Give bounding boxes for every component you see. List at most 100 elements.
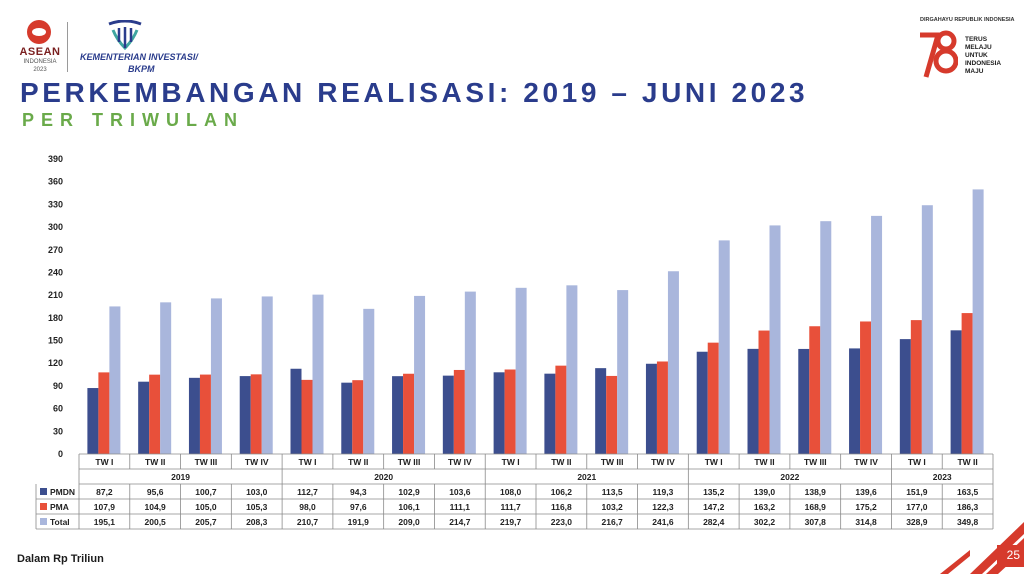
bar-total	[312, 294, 324, 454]
page-number: 25	[1006, 548, 1020, 562]
y-tick-label: 300	[48, 222, 63, 232]
data-value-pmdn: 103,6	[449, 487, 471, 497]
bar-pma	[301, 379, 313, 454]
data-value-total: 314,8	[855, 517, 877, 527]
y-tick-label: 120	[48, 358, 63, 368]
bar-total	[515, 287, 527, 454]
y-tick-label: 240	[48, 267, 63, 277]
data-value-total: 328,9	[906, 517, 928, 527]
bar-total	[769, 225, 781, 454]
bar-pmdn	[798, 348, 810, 454]
data-value-pmdn: 151,9	[906, 487, 928, 497]
y-tick-label: 150	[48, 336, 63, 346]
bar-pma	[758, 330, 770, 454]
bar-pma	[403, 373, 415, 454]
bar-pma	[453, 369, 465, 454]
bar-total	[921, 205, 933, 454]
data-value-pma: 186,3	[957, 502, 979, 512]
bar-pma	[809, 326, 821, 454]
slogan-line: INDONESIA	[965, 60, 1002, 67]
quarter-label: TW I	[705, 457, 723, 467]
y-tick-label: 0	[58, 449, 63, 459]
data-value-total: 349,8	[957, 517, 979, 527]
bar-pmdn	[544, 373, 556, 454]
bar-total	[414, 295, 426, 454]
data-value-total: 208,3	[246, 517, 268, 527]
data-value-total: 195,1	[94, 517, 116, 527]
data-value-pma: 111,1	[450, 502, 471, 512]
data-value-pma: 106,1	[398, 502, 420, 512]
y-tick-label: 390	[48, 154, 63, 164]
data-value-total: 210,7	[297, 517, 319, 527]
data-value-pmdn: 135,2	[703, 487, 725, 497]
data-value-pmdn: 113,5	[602, 487, 623, 497]
data-value-pma: 168,9	[805, 502, 827, 512]
bar-pmdn	[138, 381, 150, 454]
data-value-total: 302,2	[754, 517, 776, 527]
bar-total	[871, 215, 883, 454]
data-value-pma: 163,2	[754, 502, 776, 512]
bar-pma	[250, 374, 262, 454]
data-value-pma: 111,7	[500, 502, 521, 512]
data-value-pmdn: 94,3	[350, 487, 367, 497]
quarter-label: TW II	[551, 457, 571, 467]
bar-total	[363, 308, 375, 454]
data-value-pmdn: 102,9	[398, 487, 420, 497]
realization-bar-chart: 0 30 60 90 120 150 180 210 240 270 300 330 360 390 201…	[35, 154, 994, 530]
quarter-label: TW II	[754, 457, 774, 467]
bar-pmdn	[239, 376, 251, 454]
legend-label-pmdn: PMDN	[50, 487, 75, 497]
ministry-emblem-icon	[108, 20, 142, 50]
bar-total	[566, 285, 578, 454]
bar-pmdn	[747, 348, 759, 454]
anniversary-78-icon	[920, 30, 958, 78]
data-value-total: 219,7	[500, 517, 522, 527]
y-tick-label: 210	[48, 290, 63, 300]
bar-pmdn	[493, 372, 505, 454]
data-value-pmdn: 87,2	[96, 487, 113, 497]
data-value-total: 200,5	[145, 517, 167, 527]
quarter-label: TW I	[95, 457, 113, 467]
page-subtitle: PER TRIWULAN	[22, 110, 244, 130]
bar-pmdn	[290, 368, 302, 454]
legend-label-pma: PMA	[50, 502, 69, 512]
data-value-pma: 103,2	[602, 502, 624, 512]
data-value-total: 241,6	[652, 517, 674, 527]
data-value-total: 307,8	[805, 517, 827, 527]
bar-pmdn	[188, 377, 200, 454]
bar-pmdn	[645, 363, 657, 454]
bar-total	[160, 302, 172, 454]
page-title: PERKEMBANGAN REALISASI: 2019 – JUNI 2023	[20, 77, 809, 108]
data-value-pmdn: 139,0	[754, 487, 776, 497]
bar-pmdn	[442, 375, 454, 454]
legend-label-total: Total	[50, 517, 70, 527]
slogan-line: MELAJU	[965, 44, 992, 51]
year-label: 2020	[374, 472, 393, 482]
bar-total	[718, 240, 730, 454]
data-value-pmdn: 100,7	[195, 487, 217, 497]
header-divider	[67, 22, 68, 72]
data-value-pma: 97,6	[350, 502, 367, 512]
bar-pma	[199, 374, 211, 454]
asean-name: ASEAN	[19, 46, 61, 58]
data-value-total: 191,9	[348, 517, 370, 527]
ministry-subname: BKPM	[128, 64, 155, 74]
quarter-label: TW III	[195, 457, 218, 467]
year-label: 2021	[577, 472, 596, 482]
quarter-label: TW IV	[448, 457, 472, 467]
bar-total	[109, 306, 121, 454]
data-value-pma: 122,3	[652, 502, 674, 512]
bar-pma	[504, 369, 516, 454]
quarter-label: TW IV	[245, 457, 269, 467]
quarter-label: TW II	[348, 457, 368, 467]
bar-pmdn	[392, 376, 404, 454]
data-value-total: 223,0	[551, 517, 573, 527]
asean-logo: ASEAN INDONESIA 2023	[18, 20, 62, 76]
data-value-pma: 177,0	[906, 502, 928, 512]
asean-country: INDONESIA	[23, 59, 57, 65]
anniversary-slogan: TERUS MELAJU UNTUK INDONESIA MAJU	[965, 36, 1020, 76]
quarter-label: TW III	[804, 457, 827, 467]
bar-pmdn	[341, 382, 353, 454]
data-value-total: 209,0	[398, 517, 420, 527]
bar-total	[617, 290, 629, 454]
